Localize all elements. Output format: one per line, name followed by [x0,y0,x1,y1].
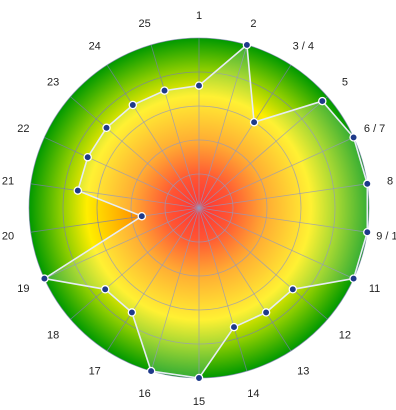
data-point-11[interactable] [349,274,358,283]
category-label-5: 5 [342,77,348,89]
data-point-18[interactable] [100,285,110,294]
category-label-24: 24 [89,41,101,53]
data-point-15[interactable] [194,373,204,383]
grid-spoke [106,207,200,352]
grid-spoke [70,207,200,320]
grid-spoke [198,207,354,279]
data-point-24[interactable] [128,100,138,110]
category-label-22: 22 [17,123,29,135]
grid-spoke [198,44,248,209]
grid-spoke [198,64,292,209]
data-point-22[interactable] [83,152,92,162]
category-label-14: 14 [247,388,259,400]
data-point-1[interactable] [194,81,204,90]
grid-spoke [44,137,200,209]
category-labels: 123 / 456 / 789 / 1011121314151617181920… [2,10,396,408]
category-label-15: 15 [193,396,205,408]
category-label-3-4: 3 / 4 [293,41,314,53]
data-point-5[interactable] [318,96,327,106]
category-label-21: 21 [2,176,14,188]
data-point-3-4[interactable] [249,117,259,127]
grid-spoke [70,96,200,209]
data-point-19[interactable] [40,274,49,283]
category-label-1: 1 [196,10,202,22]
series-points [40,40,372,383]
data-point-12[interactable] [288,285,298,294]
category-label-2: 2 [250,18,256,30]
category-label-6-7: 6 / 7 [364,123,385,135]
category-label-8: 8 [387,176,393,188]
data-point-8[interactable] [363,179,372,189]
category-label-17: 17 [89,365,101,377]
data-point-6-7[interactable] [349,133,358,142]
category-label-19: 19 [17,283,29,295]
data-point-16[interactable] [146,366,156,376]
category-label-13: 13 [297,365,309,377]
grid-spoke [198,96,328,209]
category-label-18: 18 [47,329,59,341]
grid-spoke [198,137,354,209]
data-point-23[interactable] [102,123,111,133]
data-point-25[interactable] [160,86,169,95]
data-point-21[interactable] [73,186,83,195]
category-label-12: 12 [339,329,351,341]
category-label-16: 16 [138,388,150,400]
grid-spoke [198,207,292,352]
grid-spoke [198,183,368,209]
grid-spoke [30,183,200,209]
grid-spoke [198,207,328,320]
category-label-9-10: 9 / 10 [376,231,396,243]
grid-spoke [198,207,248,372]
data-point-17[interactable] [127,308,137,317]
data-point-2[interactable] [242,40,252,50]
category-label-11: 11 [369,283,380,295]
grid-spoke [150,44,200,209]
radar-grid [28,37,370,379]
category-label-25: 25 [138,18,150,30]
grid-spoke [150,207,200,372]
grid-spoke [30,207,200,233]
grid-spoke [198,207,368,233]
category-label-23: 23 [47,77,59,89]
grid-spoke [44,207,200,279]
category-label-20: 20 [2,231,14,243]
data-point-13[interactable] [261,308,271,317]
data-point-20[interactable] [137,211,147,221]
data-point-9-10[interactable] [363,227,372,237]
data-point-14[interactable] [229,322,239,332]
grid-spoke [106,64,200,209]
